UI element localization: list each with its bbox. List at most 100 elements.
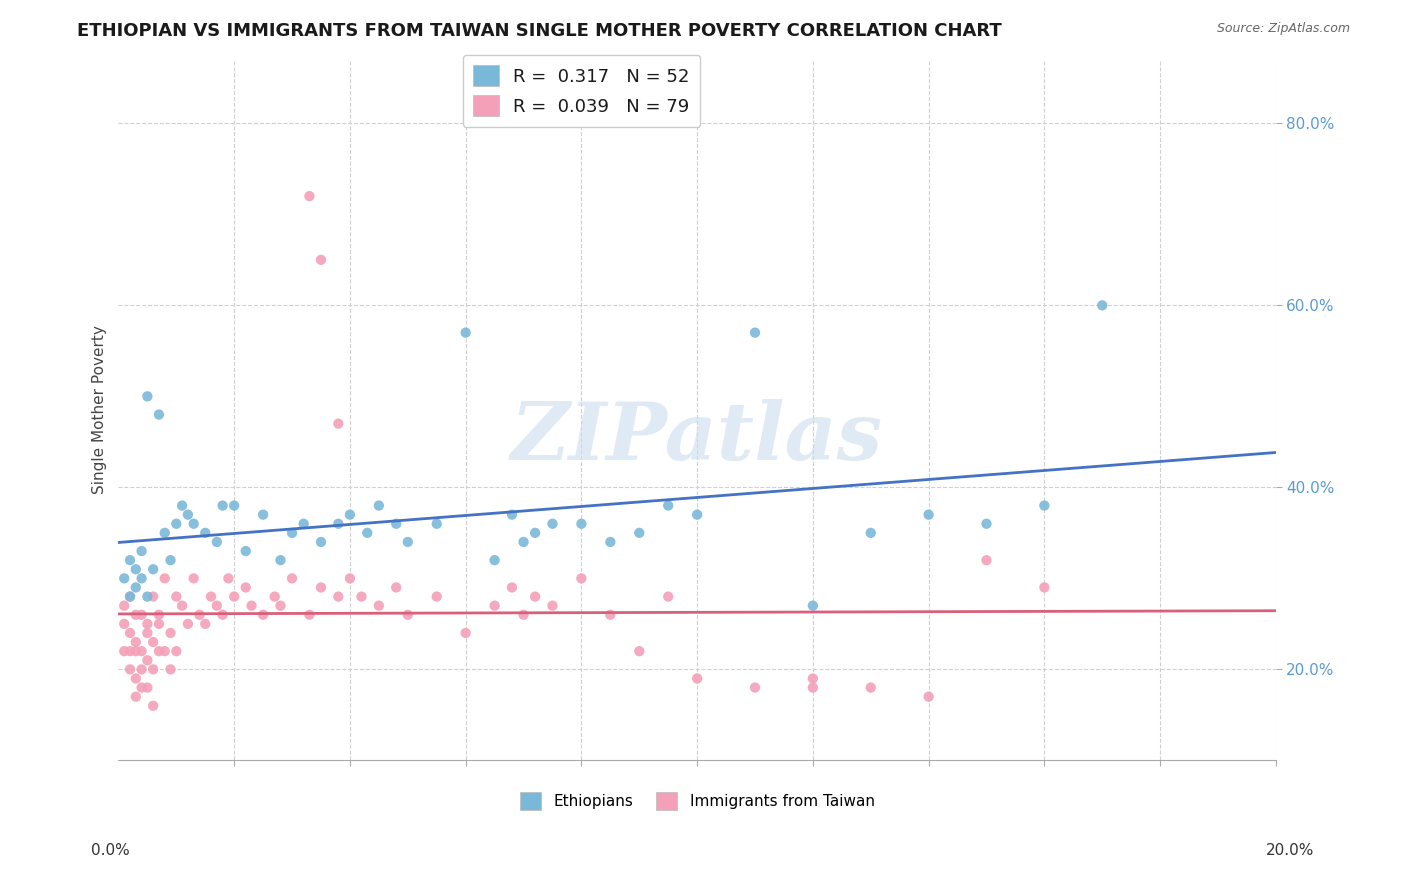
Point bbox=[512, 607, 534, 622]
Point bbox=[917, 690, 939, 704]
Point bbox=[571, 516, 593, 531]
Point bbox=[309, 252, 332, 267]
Point bbox=[350, 590, 373, 604]
Point bbox=[976, 553, 998, 567]
Point bbox=[194, 525, 217, 540]
Point bbox=[142, 562, 165, 576]
Point bbox=[524, 525, 547, 540]
Point bbox=[125, 635, 148, 649]
Point bbox=[298, 189, 321, 203]
Point bbox=[165, 644, 187, 658]
Legend: Ethiopians, Immigrants from Taiwan: Ethiopians, Immigrants from Taiwan bbox=[513, 786, 880, 816]
Point bbox=[118, 590, 141, 604]
Point bbox=[484, 553, 506, 567]
Point bbox=[142, 590, 165, 604]
Point bbox=[269, 599, 291, 613]
Point bbox=[131, 681, 153, 695]
Point bbox=[252, 607, 274, 622]
Point bbox=[367, 599, 389, 613]
Point bbox=[118, 644, 141, 658]
Point bbox=[426, 516, 449, 531]
Point bbox=[571, 571, 593, 585]
Point bbox=[396, 535, 419, 549]
Point bbox=[328, 417, 350, 431]
Point bbox=[524, 590, 547, 604]
Point bbox=[136, 590, 159, 604]
Point bbox=[142, 698, 165, 713]
Point bbox=[801, 599, 824, 613]
Text: 0.0%: 0.0% bbox=[91, 843, 131, 858]
Point bbox=[159, 662, 181, 676]
Point bbox=[269, 553, 291, 567]
Point bbox=[454, 326, 477, 340]
Point bbox=[240, 599, 263, 613]
Y-axis label: Single Mother Poverty: Single Mother Poverty bbox=[93, 326, 107, 494]
Point bbox=[172, 499, 194, 513]
Point bbox=[599, 535, 621, 549]
Text: 20.0%: 20.0% bbox=[1267, 843, 1315, 858]
Point bbox=[396, 607, 419, 622]
Point bbox=[917, 508, 939, 522]
Point bbox=[385, 581, 408, 595]
Point bbox=[131, 607, 153, 622]
Point bbox=[142, 635, 165, 649]
Point bbox=[686, 672, 709, 686]
Point bbox=[118, 662, 141, 676]
Text: ZIPatlas: ZIPatlas bbox=[510, 400, 883, 476]
Point bbox=[200, 590, 222, 604]
Point bbox=[136, 616, 159, 631]
Point bbox=[309, 535, 332, 549]
Point bbox=[136, 653, 159, 667]
Point bbox=[153, 644, 176, 658]
Point bbox=[484, 599, 506, 613]
Point bbox=[131, 544, 153, 558]
Point bbox=[172, 599, 194, 613]
Point bbox=[328, 516, 350, 531]
Point bbox=[1033, 499, 1056, 513]
Point bbox=[211, 499, 233, 513]
Point bbox=[356, 525, 378, 540]
Point bbox=[148, 607, 170, 622]
Point bbox=[205, 535, 228, 549]
Point bbox=[125, 607, 148, 622]
Point bbox=[217, 571, 239, 585]
Point bbox=[281, 571, 304, 585]
Point bbox=[281, 525, 304, 540]
Point bbox=[859, 681, 882, 695]
Point bbox=[112, 616, 135, 631]
Point bbox=[426, 590, 449, 604]
Point bbox=[744, 681, 766, 695]
Point bbox=[194, 616, 217, 631]
Point bbox=[657, 590, 679, 604]
Point bbox=[148, 644, 170, 658]
Point bbox=[367, 499, 389, 513]
Point bbox=[252, 508, 274, 522]
Point bbox=[292, 516, 315, 531]
Point bbox=[131, 662, 153, 676]
Point bbox=[112, 644, 135, 658]
Point bbox=[628, 644, 651, 658]
Point bbox=[165, 590, 187, 604]
Point bbox=[224, 590, 246, 604]
Text: Source: ZipAtlas.com: Source: ZipAtlas.com bbox=[1216, 22, 1350, 36]
Point bbox=[159, 626, 181, 640]
Point bbox=[385, 516, 408, 531]
Point bbox=[512, 535, 534, 549]
Point bbox=[131, 571, 153, 585]
Point bbox=[177, 508, 200, 522]
Point bbox=[211, 607, 233, 622]
Point bbox=[148, 616, 170, 631]
Point bbox=[136, 626, 159, 640]
Point bbox=[541, 516, 564, 531]
Point bbox=[599, 607, 621, 622]
Point bbox=[328, 590, 350, 604]
Point bbox=[183, 571, 205, 585]
Point bbox=[224, 499, 246, 513]
Point bbox=[153, 571, 176, 585]
Text: ETHIOPIAN VS IMMIGRANTS FROM TAIWAN SINGLE MOTHER POVERTY CORRELATION CHART: ETHIOPIAN VS IMMIGRANTS FROM TAIWAN SING… bbox=[77, 22, 1002, 40]
Point bbox=[976, 516, 998, 531]
Point bbox=[125, 644, 148, 658]
Point bbox=[136, 681, 159, 695]
Point bbox=[112, 599, 135, 613]
Point bbox=[159, 553, 181, 567]
